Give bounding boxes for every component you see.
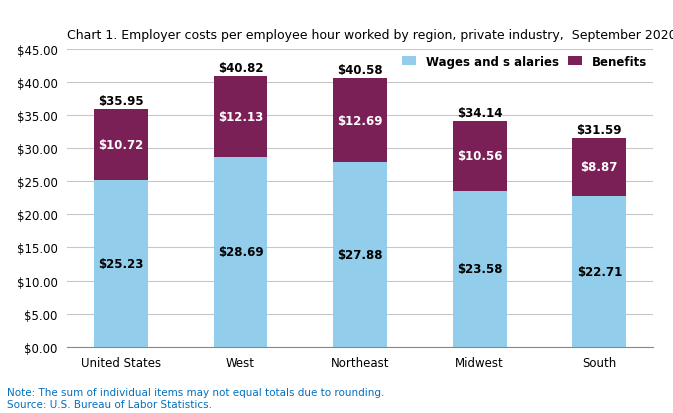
Text: $40.82: $40.82 [217, 62, 263, 75]
Text: Chart 1. Employer costs per employee hour worked by region, private industry,  S: Chart 1. Employer costs per employee hou… [67, 28, 673, 41]
Text: $23.58: $23.58 [457, 263, 503, 275]
Text: $12.13: $12.13 [218, 111, 263, 124]
Bar [453, 191, 507, 347]
Bar [572, 138, 626, 197]
Text: $34.14: $34.14 [457, 107, 503, 119]
Bar [213, 77, 267, 157]
Text: $40.58: $40.58 [337, 64, 383, 77]
Text: $27.88: $27.88 [337, 248, 383, 261]
Text: $22.71: $22.71 [577, 266, 622, 278]
Bar [453, 121, 507, 191]
Text: $10.56: $10.56 [457, 150, 503, 163]
Bar [94, 180, 148, 347]
Legend: Wages and s alaries, Benefits: Wages and s alaries, Benefits [402, 55, 647, 69]
Bar [572, 197, 626, 347]
Text: $8.87: $8.87 [581, 161, 618, 174]
Bar [213, 157, 267, 347]
Bar [333, 79, 387, 163]
Bar [94, 109, 148, 180]
Text: $10.72: $10.72 [98, 138, 143, 151]
Text: $31.59: $31.59 [577, 123, 622, 136]
Text: $28.69: $28.69 [217, 246, 263, 259]
Text: $25.23: $25.23 [98, 257, 143, 270]
Text: Note: The sum of individual items may not equal totals due to rounding.
Source: : Note: The sum of individual items may no… [7, 387, 384, 409]
Text: $35.95: $35.95 [98, 95, 143, 107]
Text: $12.69: $12.69 [337, 114, 383, 127]
Bar [333, 163, 387, 347]
